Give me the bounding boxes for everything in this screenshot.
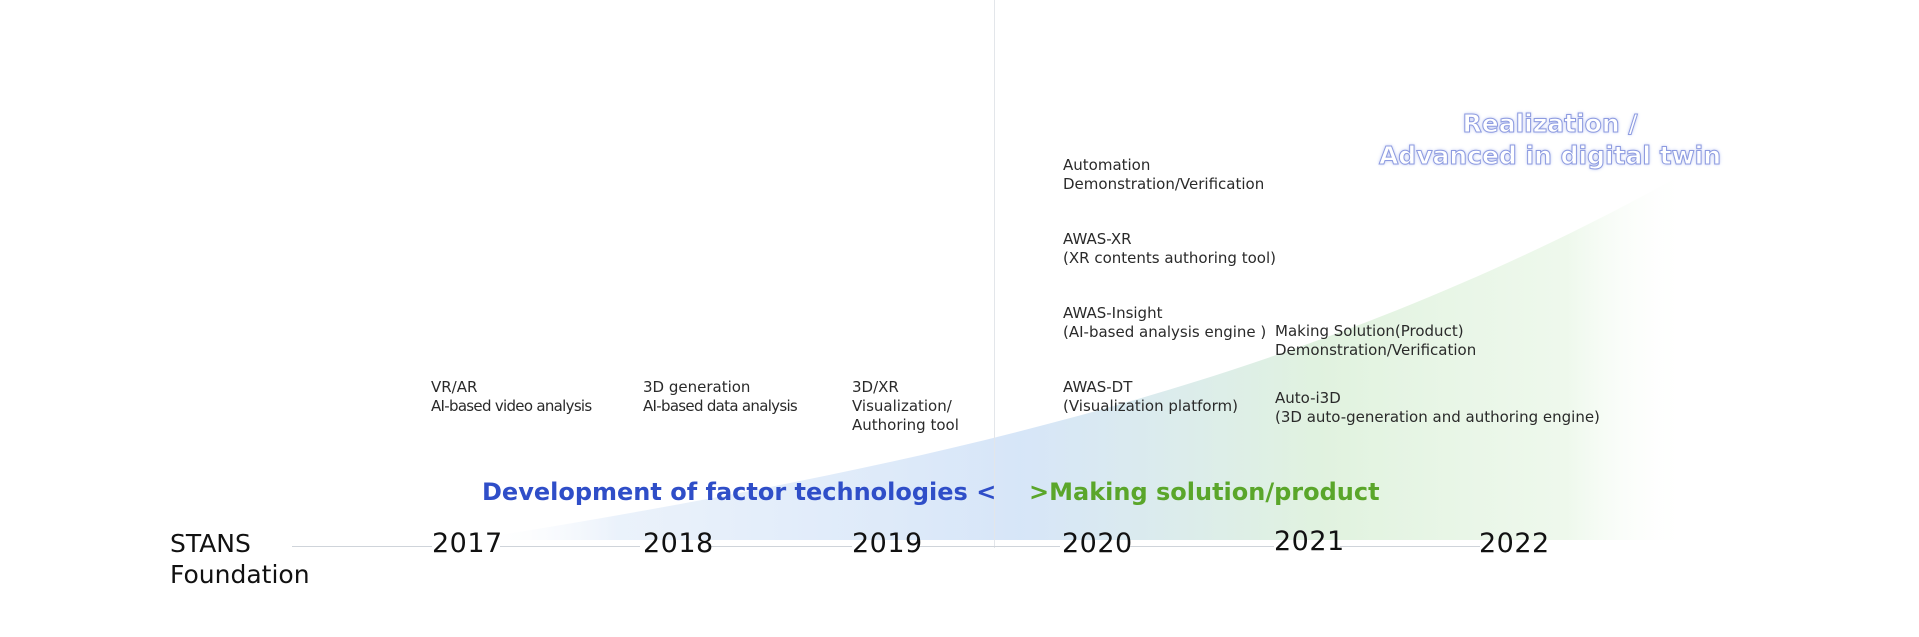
product-item-desc: Demonstration/Verification — [1063, 175, 1265, 193]
tech-item-line: 3D/XR — [852, 378, 899, 396]
realization-line-1: Realization / — [1462, 109, 1638, 139]
tech-item-2017: VR/AR AI-based video analysis — [431, 378, 592, 416]
tech-item-2018: 3D generation AI-based data analysis — [643, 378, 798, 416]
year-2021: 2021 — [1274, 526, 1345, 557]
timeline-axis — [1128, 546, 1274, 547]
product-item-making-solution: Making Solution(Product) Demonstration/V… — [1275, 322, 1476, 360]
year-2020: 2020 — [1062, 528, 1133, 559]
timeline-axis — [1340, 546, 1480, 547]
timeline-start-line-1: STANS — [170, 529, 251, 558]
tech-item-line: Visualization/ — [852, 397, 952, 415]
product-item-desc: (3D auto-generation and authoring engine… — [1275, 408, 1600, 426]
phase-divider — [994, 0, 995, 548]
growth-wedge-shape — [470, 170, 1690, 540]
product-item-title: Automation — [1063, 156, 1151, 174]
product-item-automation: Automation Demonstration/Verification — [1063, 156, 1264, 194]
product-item-title: AWAS-DT — [1063, 378, 1133, 396]
product-item-desc: (Visualization platform) — [1063, 397, 1238, 415]
year-2017: 2017 — [432, 528, 503, 559]
product-item-desc: Demonstration/Verification — [1275, 341, 1477, 359]
phase-solution-label: >Making solution/product — [1029, 478, 1380, 506]
product-item-auto-i3d: Auto-i3D (3D auto-generation and authori… — [1275, 389, 1600, 427]
timeline-start-label: STANS Foundation — [170, 528, 310, 590]
timeline-start-line-2: Foundation — [170, 560, 310, 589]
tech-item-line: Authoring tool — [852, 416, 959, 434]
realization-heading: Realization / Advanced in digital twin — [1360, 108, 1740, 172]
tech-item-title: VR/AR — [431, 378, 478, 396]
timeline-axis — [500, 546, 640, 547]
product-item-awas-xr: AWAS-XR (XR contents authoring tool) — [1063, 230, 1276, 268]
product-item-awas-dt: AWAS-DT (Visualization platform) — [1063, 378, 1238, 416]
product-item-awas-insight: AWAS-Insight (AI-based analysis engine ) — [1063, 304, 1266, 342]
product-item-title: AWAS-Insight — [1063, 304, 1163, 322]
tech-item-desc: AI-based video analysis — [431, 397, 592, 415]
tech-item-2019: 3D/XR Visualization/ Authoring tool — [852, 378, 959, 435]
year-2019: 2019 — [852, 528, 923, 559]
product-item-title: AWAS-XR — [1063, 230, 1132, 248]
timeline-axis — [918, 546, 1060, 547]
product-item-desc: (AI-based analysis engine ) — [1063, 323, 1267, 341]
tech-item-desc: AI-based data analysis — [643, 397, 798, 415]
realization-line-2: Advanced in digital twin — [1378, 141, 1722, 171]
timeline-axis — [292, 546, 432, 547]
timeline-axis — [708, 546, 852, 547]
product-item-title: Making Solution(Product) — [1275, 322, 1464, 340]
year-2022: 2022 — [1479, 528, 1550, 559]
product-item-desc: (XR contents authoring tool) — [1063, 249, 1276, 267]
product-item-title: Auto-i3D — [1275, 389, 1341, 407]
phase-development-label: Development of factor technologies < — [482, 478, 997, 506]
tech-item-title: 3D generation — [643, 378, 751, 396]
year-2018: 2018 — [643, 528, 714, 559]
